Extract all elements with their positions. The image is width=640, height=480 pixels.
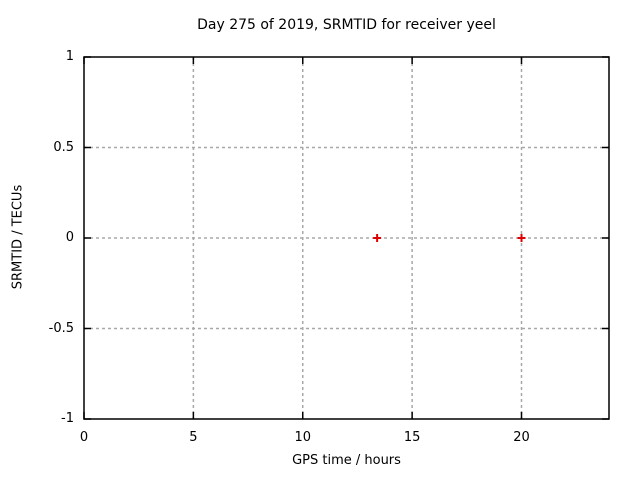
y-tick-label: 0 [65, 230, 74, 245]
x-tick-label: 10 [294, 430, 312, 445]
x-tick-label: 0 [79, 430, 89, 445]
y-tick-label: -0.5 [48, 320, 74, 336]
plot-border [83, 56, 610, 420]
y-tick-label: -1 [61, 411, 74, 426]
x-tick-label: 20 [513, 430, 530, 445]
x-axis-label: GPS time / hours [292, 453, 401, 468]
x-tick-label: 15 [403, 430, 421, 445]
x-tick-label: 5 [189, 430, 198, 445]
chart-title: Day 275 of 2019, SRMTID for receiver yee… [197, 17, 496, 33]
y-tick-label: 1 [65, 49, 74, 64]
y-tick-label: 0.5 [53, 139, 74, 155]
